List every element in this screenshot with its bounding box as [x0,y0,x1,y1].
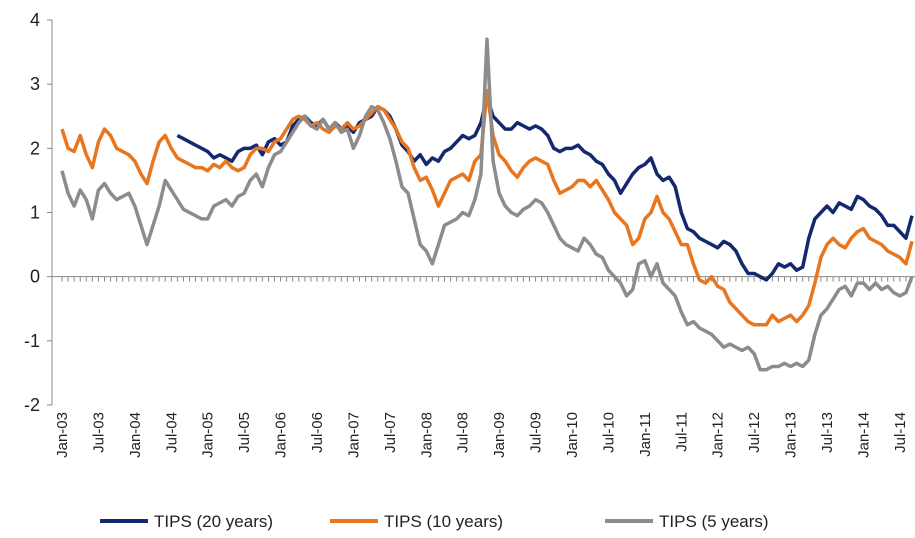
legend-item: TIPS (10 years) [330,512,503,531]
x-tick-label: Jul-07 [382,412,399,453]
y-tick-label: 2 [30,138,40,158]
y-tick-label: 4 [30,10,40,30]
y-tick-label: 1 [30,203,40,223]
y-tick-label: 3 [30,74,40,94]
legend-item: TIPS (5 years) [605,512,769,531]
x-tick-label: Jul-10 [600,412,617,453]
x-tick-label: Jul-06 [309,412,326,453]
legend-label: TIPS (5 years) [659,512,769,531]
y-tick-label: 0 [30,267,40,287]
x-tick-label: Jan-08 [418,412,435,458]
x-tick-label: Jan-10 [564,412,581,458]
x-tick-label: Jan-04 [127,412,144,458]
x-tick-label: Jul-09 [528,412,545,453]
x-tick-label: Jul-04 [163,412,180,453]
x-tick-label: Jul-12 [746,412,763,453]
y-tick-label: -2 [24,395,40,415]
x-tick-label: Jan-11 [637,412,654,457]
y-tick-label: -1 [24,331,40,351]
series-line [176,95,914,282]
series-line [60,88,914,327]
x-tick-label: Jul-05 [236,412,253,453]
x-tick-label: Jan-03 [54,412,71,458]
x-tick-label: Jan-13 [783,412,800,458]
legend-item: TIPS (20 years) [100,512,273,531]
x-tick-label: Jul-08 [455,412,472,453]
x-tick-label: Jan-06 [273,412,290,458]
x-tick-label: Jan-12 [710,412,727,458]
x-tick-label: Jan-09 [491,412,508,458]
x-tick-label: Jul-14 [892,412,909,453]
x-tick-label: Jan-14 [855,412,872,458]
legend-label: TIPS (20 years) [154,512,273,531]
x-tick-label: Jan-07 [345,412,362,458]
x-tick-label: Jul-13 [819,412,836,453]
x-tick-label: Jan-05 [200,412,217,458]
series-line [60,37,914,372]
x-tick-label: Jul-11 [673,412,690,452]
legend-label: TIPS (10 years) [384,512,503,531]
x-tick-label: Jul-03 [90,412,107,453]
